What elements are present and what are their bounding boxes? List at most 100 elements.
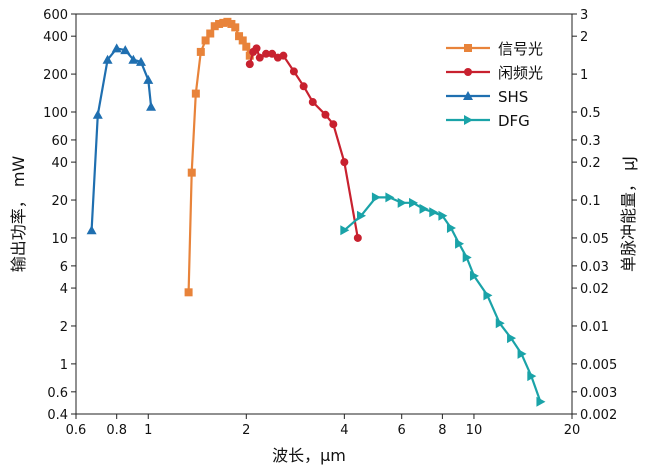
data-point-circle [299,82,308,91]
plot-frame [75,13,573,415]
y-right-axis-label: 单脉冲能量， μJ [619,156,638,272]
data-point-triangle-right [429,207,439,218]
y-right-tick-label: 0.002 [580,408,617,423]
x-tick-label: 20 [564,423,581,438]
data-point-triangle-right [469,270,479,281]
y-left-tick-label: 40 [51,156,68,171]
axes-frame [75,13,573,415]
y-left-tick-label: 100 [43,106,68,121]
y-left-tick-label: 600 [43,8,68,23]
data-point-circle [321,110,330,119]
legend-item: SHS [446,88,528,106]
legend-item: DFG [446,112,530,130]
data-point-triangle-right [507,333,517,344]
y-right-axis-ticks: 0.002 0.003 0.005 0.01 0.02 0.03 0.05 0.1 0.2 0.3… [572,8,617,423]
y-left-tick-label: 2 [60,320,68,335]
y-left-axis-label: 输出功率， mW [9,156,28,273]
x-tick-label: 10 [466,423,483,438]
legend-label: 闲频光 [498,64,543,82]
x-tick-label: 1 [144,423,152,438]
series-group [86,17,546,407]
data-point-triangle-right [371,192,381,203]
data-point-circle [308,98,317,107]
data-point-triangle-right [464,115,473,125]
y-left-tick-label: 6 [60,260,68,275]
data-point-square [219,18,228,27]
y-left-tick-label: 1 [60,358,68,373]
data-point-square [464,44,472,52]
legend-item: 闲频光 [446,64,543,82]
data-point-square [245,51,254,60]
data-point-circle [329,120,338,129]
data-point-circle [245,60,254,69]
data-point-circle [268,49,277,58]
data-point-triangle [136,56,147,66]
x-tick-label: 6 [398,423,406,438]
data-point-triangle [111,43,122,53]
data-point-circle [262,49,271,58]
data-point-circle [340,158,349,167]
y-right-tick-label: 0.01 [580,320,609,335]
data-point-triangle-right [455,238,465,249]
y-left-tick-label: 400 [43,30,68,45]
y-right-tick-label: 0.003 [580,386,617,401]
y-right-tick-label: 0.005 [580,358,617,373]
y-left-tick-label: 60 [51,134,68,149]
series-line [90,47,153,231]
data-point-circle [289,67,298,76]
series-3 [86,43,157,235]
data-point-triangle [143,74,154,84]
data-point-square [231,23,240,32]
y-left-axis-ticks: 0.4 0.6 1 2 4 6 10 20 40 60 100 200 400 600 [43,8,76,423]
data-point-square [210,22,219,31]
data-point-triangle [120,45,131,55]
series-line [248,47,359,239]
x-tick-label: 2 [242,423,250,438]
data-point-triangle-right [419,203,429,214]
y-right-tick-label: 0.03 [580,260,609,275]
series-line [343,196,542,403]
legend-label: 信号光 [498,40,543,58]
data-point-square [191,89,200,98]
data-point-triangle [86,225,97,235]
x-axis-ticks: 0.6 0.8 1 2 4 6 8 10 20 [66,414,581,438]
data-point-triangle [92,109,103,119]
data-point-triangle-right [462,252,472,263]
y-right-tick-label: 3 [580,8,588,23]
data-point-triangle-right [517,348,527,359]
data-point-triangle-right [495,318,505,329]
legend-label: SHS [498,88,528,106]
y-left-tick-label: 20 [51,194,68,209]
series-4 [340,192,546,407]
y-left-tick-label: 10 [51,232,68,247]
data-point-triangle-right [536,396,546,407]
data-point-triangle-right [527,371,537,382]
y-right-tick-label: 0.05 [580,232,609,247]
y-left-tick-label: 4 [60,282,68,297]
y-right-tick-label: 2 [580,30,588,45]
data-point-circle [252,44,261,53]
x-tick-label: 8 [438,423,446,438]
data-point-square [201,36,210,45]
y-right-tick-label: 0.5 [580,106,601,121]
data-point-triangle [463,91,473,100]
data-point-square [242,42,251,51]
data-point-triangle-right [357,210,367,221]
y-right-tick-label: 1 [580,68,588,83]
y-left-tick-label: 200 [43,68,68,83]
data-point-square [215,19,224,28]
data-point-square [184,288,193,297]
data-point-triangle-right [409,197,419,208]
data-point-triangle-right [438,210,448,221]
y-left-tick-label: 0.4 [47,408,68,423]
data-point-square [235,32,244,41]
legend-label: DFG [498,112,530,130]
data-point-triangle-right [340,225,350,236]
y-left-tick-label: 0.6 [47,386,68,401]
data-point-triangle [146,101,157,111]
data-point-square [187,168,196,177]
data-point-circle [255,53,264,62]
data-point-triangle-right [385,192,395,203]
